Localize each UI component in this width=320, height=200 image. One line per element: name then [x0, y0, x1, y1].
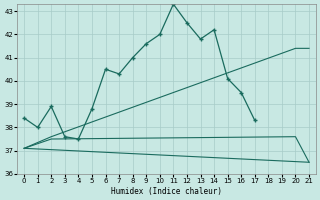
X-axis label: Humidex (Indice chaleur): Humidex (Indice chaleur)	[111, 187, 222, 196]
